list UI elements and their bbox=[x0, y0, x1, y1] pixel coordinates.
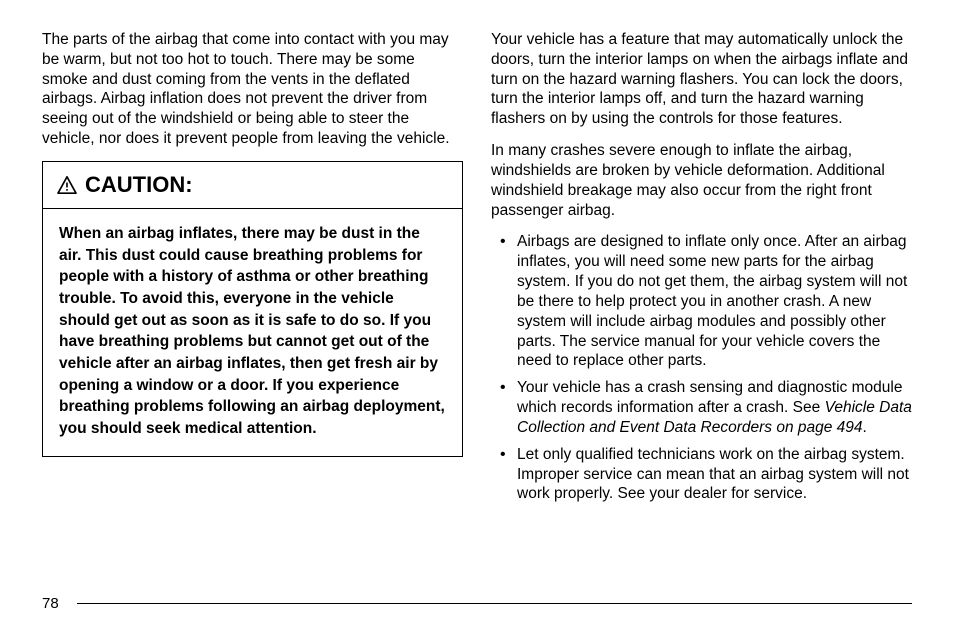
page-footer: 78 bbox=[42, 595, 912, 612]
footer-rule bbox=[77, 603, 912, 605]
caution-heading-row: CAUTION: bbox=[57, 172, 448, 198]
bullet-list: Airbags are designed to inflate only onc… bbox=[491, 232, 912, 504]
list-item: Airbags are designed to inflate only onc… bbox=[491, 232, 912, 371]
caution-header: CAUTION: bbox=[43, 162, 462, 209]
caution-box: CAUTION: When an airbag inflates, there … bbox=[42, 161, 463, 457]
caution-body-text: When an airbag inflates, there may be du… bbox=[59, 223, 446, 440]
caution-body: When an airbag inflates, there may be du… bbox=[43, 209, 462, 456]
bullet-text-suffix: . bbox=[863, 419, 867, 436]
list-item: Your vehicle has a crash sensing and dia… bbox=[491, 378, 912, 437]
page-number: 78 bbox=[42, 595, 59, 612]
left-column: The parts of the airbag that come into c… bbox=[42, 30, 463, 585]
right-paragraph-2: In many crashes severe enough to inflate… bbox=[491, 141, 912, 220]
page-columns: The parts of the airbag that come into c… bbox=[42, 30, 912, 585]
intro-paragraph: The parts of the airbag that come into c… bbox=[42, 30, 463, 149]
list-item: Let only qualified technicians work on t… bbox=[491, 445, 912, 504]
right-paragraph-1: Your vehicle has a feature that may auto… bbox=[491, 30, 912, 129]
warning-triangle-icon bbox=[57, 176, 77, 194]
caution-heading-text: CAUTION: bbox=[85, 172, 193, 198]
bullet-text: Let only qualified technicians work on t… bbox=[517, 446, 909, 503]
right-column: Your vehicle has a feature that may auto… bbox=[491, 30, 912, 585]
bullet-text: Airbags are designed to inflate only onc… bbox=[517, 233, 907, 369]
